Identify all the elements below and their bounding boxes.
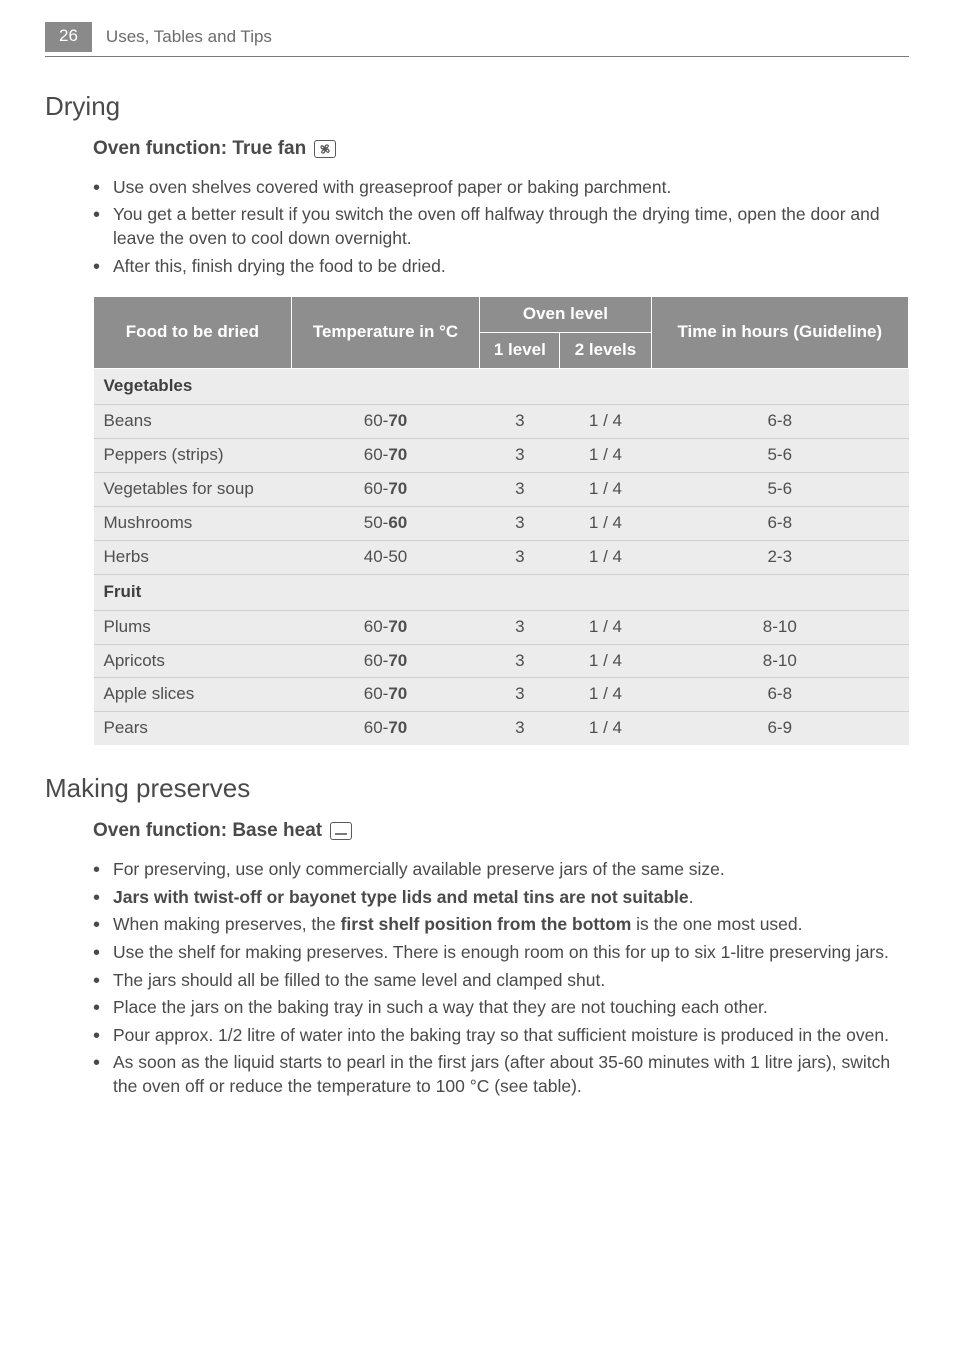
- cell-food: Apple slices: [94, 678, 292, 712]
- base-heat-icon: [330, 822, 352, 840]
- cell-time: 2-3: [651, 540, 908, 574]
- cell-food: Vegetables for soup: [94, 472, 292, 506]
- bullet-item: Place the jars on the baking tray in suc…: [93, 996, 909, 1020]
- cell-l1: 3: [480, 678, 560, 712]
- cell-time: 6-9: [651, 712, 908, 745]
- bullet-item: When making preserves, the first shelf p…: [93, 913, 909, 937]
- cell-food: Peppers (strips): [94, 438, 292, 472]
- th-2levels: 2 levels: [560, 333, 651, 369]
- table-section-label: Vegetables: [94, 369, 909, 405]
- cell-temp: 60-70: [291, 712, 480, 745]
- table-row: Pears60-7031 / 46-9: [94, 712, 909, 745]
- cell-time: 6-8: [651, 506, 908, 540]
- cell-temp: 60-70: [291, 472, 480, 506]
- bullet-item: For preserving, use only commercially av…: [93, 858, 909, 882]
- cell-l2: 1 / 4: [560, 712, 651, 745]
- cell-l1: 3: [480, 712, 560, 745]
- th-temp: Temperature in °C: [291, 297, 480, 369]
- cell-time: 8-10: [651, 644, 908, 678]
- table-row: Mushrooms50-6031 / 46-8: [94, 506, 909, 540]
- cell-l2: 1 / 4: [560, 506, 651, 540]
- cell-l1: 3: [480, 644, 560, 678]
- cell-l2: 1 / 4: [560, 438, 651, 472]
- th-oven-level: Oven level: [480, 297, 651, 333]
- drying-table: Food to be dried Temperature in °C Oven …: [93, 296, 909, 745]
- preserves-subheading: Oven function: Base heat: [93, 818, 909, 844]
- cell-temp: 60-70: [291, 644, 480, 678]
- drying-heading: Drying: [45, 89, 909, 124]
- cell-time: 5-6: [651, 438, 908, 472]
- bullet-item: You get a better result if you switch th…: [93, 203, 909, 250]
- bullet-item: Use the shelf for making preserves. Ther…: [93, 941, 909, 965]
- cell-temp: 60-70: [291, 404, 480, 438]
- cell-l1: 3: [480, 506, 560, 540]
- cell-food: Herbs: [94, 540, 292, 574]
- cell-time: 6-8: [651, 404, 908, 438]
- table-row: Apricots60-7031 / 48-10: [94, 644, 909, 678]
- cell-food: Plums: [94, 610, 292, 644]
- page-number: 26: [45, 22, 92, 52]
- table-row: Herbs40-5031 / 42-3: [94, 540, 909, 574]
- bullet-item: The jars should all be filled to the sam…: [93, 969, 909, 993]
- cell-temp: 60-70: [291, 678, 480, 712]
- drying-bullets: Use oven shelves covered with greaseproo…: [93, 176, 909, 279]
- bullet-item: As soon as the liquid starts to pearl in…: [93, 1051, 909, 1098]
- page-header: 26 Uses, Tables and Tips: [45, 22, 909, 57]
- cell-l2: 1 / 4: [560, 472, 651, 506]
- cell-food: Beans: [94, 404, 292, 438]
- cell-l2: 1 / 4: [560, 540, 651, 574]
- cell-l2: 1 / 4: [560, 644, 651, 678]
- bullet-item: Jars with twist-off or bayonet type lids…: [93, 886, 909, 910]
- cell-time: 8-10: [651, 610, 908, 644]
- cell-l1: 3: [480, 438, 560, 472]
- table-section-label: Fruit: [94, 574, 909, 610]
- preserves-subheading-text: Oven function: Base heat: [93, 818, 322, 844]
- table-row: Plums60-7031 / 48-10: [94, 610, 909, 644]
- cell-temp: 40-50: [291, 540, 480, 574]
- th-food: Food to be dried: [94, 297, 292, 369]
- cell-time: 5-6: [651, 472, 908, 506]
- cell-l1: 3: [480, 610, 560, 644]
- bullet-item: Use oven shelves covered with greaseproo…: [93, 176, 909, 200]
- preserves-bullets: For preserving, use only commercially av…: [93, 858, 909, 1099]
- cell-l1: 3: [480, 404, 560, 438]
- bullet-item: After this, finish drying the food to be…: [93, 255, 909, 279]
- cell-temp: 50-60: [291, 506, 480, 540]
- th-1level: 1 level: [480, 333, 560, 369]
- bullet-item: Pour approx. 1/2 litre of water into the…: [93, 1024, 909, 1048]
- table-row: Apple slices60-7031 / 46-8: [94, 678, 909, 712]
- cell-l2: 1 / 4: [560, 610, 651, 644]
- drying-subheading: Oven function: True fan: [93, 136, 909, 162]
- table-row: Beans60-7031 / 46-8: [94, 404, 909, 438]
- cell-food: Pears: [94, 712, 292, 745]
- drying-subheading-text: Oven function: True fan: [93, 136, 306, 162]
- header-title: Uses, Tables and Tips: [106, 26, 272, 49]
- cell-time: 6-8: [651, 678, 908, 712]
- cell-food: Apricots: [94, 644, 292, 678]
- cell-temp: 60-70: [291, 610, 480, 644]
- cell-l2: 1 / 4: [560, 404, 651, 438]
- cell-l1: 3: [480, 472, 560, 506]
- cell-food: Mushrooms: [94, 506, 292, 540]
- cell-l1: 3: [480, 540, 560, 574]
- th-time: Time in hours (Guideline): [651, 297, 908, 369]
- table-row: Peppers (strips)60-7031 / 45-6: [94, 438, 909, 472]
- fan-icon: [314, 140, 336, 158]
- cell-temp: 60-70: [291, 438, 480, 472]
- cell-l2: 1 / 4: [560, 678, 651, 712]
- table-row: Vegetables for soup60-7031 / 45-6: [94, 472, 909, 506]
- preserves-heading: Making preserves: [45, 771, 909, 806]
